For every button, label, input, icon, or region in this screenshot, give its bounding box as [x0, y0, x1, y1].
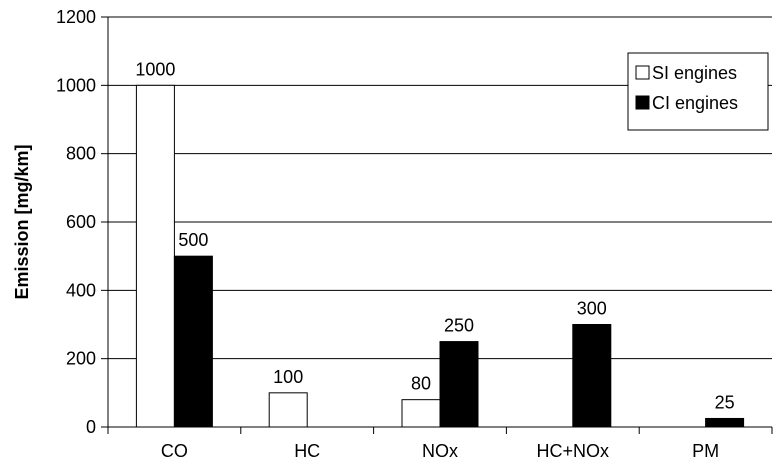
- bar-ci-pm: [705, 417, 745, 428]
- y-tick-label: 0: [86, 417, 96, 437]
- data-label: 80: [411, 374, 431, 394]
- bar-ci-co: [173, 255, 213, 428]
- y-tick-label: 1200: [56, 7, 96, 27]
- data-label: 500: [178, 230, 208, 250]
- data-label: 25: [715, 392, 735, 412]
- x-tick-label: HC: [294, 441, 320, 461]
- x-tick-label: NOx: [422, 441, 458, 461]
- y-tick-label: 400: [66, 280, 96, 300]
- data-label: 100: [273, 367, 303, 387]
- data-label: 300: [577, 299, 607, 319]
- legend-swatch: [635, 65, 650, 80]
- legend-label: SI engines: [652, 63, 737, 83]
- x-tick-labels: CO HC NOx HC+NOx PM: [161, 441, 719, 461]
- y-tick-label: 200: [66, 349, 96, 369]
- data-label: 250: [444, 316, 474, 336]
- data-label: 1000: [135, 59, 175, 79]
- y-tick-label: 1000: [56, 75, 96, 95]
- x-tick-label: HC+NOx: [537, 441, 610, 461]
- gridlines: [108, 16, 772, 360]
- legend-box: [627, 52, 769, 131]
- bar-ci-nox: [439, 341, 479, 428]
- data-labels: 1000 100 80 500 250 300 25: [135, 59, 734, 412]
- legend: SI engines CI engines: [627, 52, 769, 131]
- bar-si-nox: [401, 399, 441, 428]
- x-tick-label: PM: [692, 441, 719, 461]
- axes: [101, 16, 773, 434]
- y-tick-label: 600: [66, 212, 96, 232]
- bars: [135, 84, 745, 428]
- legend-label: CI engines: [652, 93, 738, 113]
- y-tick-label: 800: [66, 144, 96, 164]
- y-tick-labels: 0 200 400 600 800 1000 1200: [56, 7, 96, 437]
- x-tick-label: CO: [161, 441, 188, 461]
- bar-ci-hc-nox: [572, 324, 612, 428]
- y-axis-label: Emission [mg/km]: [12, 144, 32, 299]
- legend-swatch: [635, 95, 650, 110]
- bar-si-hc: [268, 392, 308, 428]
- bar-si-co: [135, 84, 175, 428]
